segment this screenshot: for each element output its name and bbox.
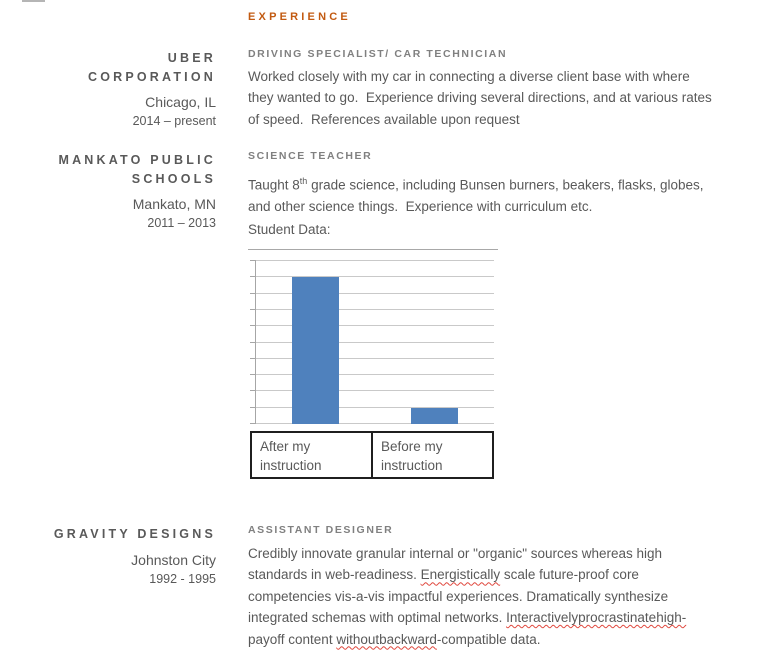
company-name-line: MANKATO PUBLIC (58, 153, 216, 167)
chart-axis-tick (250, 325, 256, 327)
description-text-line: they wanted to go. Experience driving se… (248, 87, 750, 108)
job-title-assistant-designer: ASSISTANT DESIGNER (248, 524, 394, 536)
company-name-line: UBER (167, 51, 216, 65)
text-run: Credibly innovate granular internal or "… (248, 546, 663, 561)
description-text-line: Taught 8th grade science, including Buns… (248, 171, 750, 196)
chart-axis-tick (250, 374, 256, 376)
chart-axis-tick (250, 260, 256, 261)
sidebar-job-uber: UBER CORPORATION Chicago, IL 2014 – pres… (0, 49, 216, 130)
misspelled-word: withoutbackward (336, 631, 437, 647)
chart-gridline (256, 260, 494, 261)
text-run: they wanted to go. Experience driving se… (248, 90, 712, 106)
company-name-line: SCHOOLS (131, 171, 216, 186)
description-text-line: payoff content withoutbackward-compatibl… (248, 629, 750, 650)
description-text-line: and other science things. Experience wit… (248, 196, 750, 217)
company-dates: 2014 – present (132, 114, 216, 128)
job-description-science: Taught 8th grade science, including Buns… (248, 171, 750, 217)
chart-top-border (248, 249, 498, 250)
chart-axis-tick (250, 276, 256, 278)
chart-plot[interactable] (250, 260, 494, 424)
text-run: payoff content (248, 631, 337, 647)
company-dates: 1992 - 1995 (149, 571, 216, 586)
chart-axis-tick (250, 390, 256, 392)
misspelled-word: Energistically (420, 567, 501, 583)
description-text-line: competencies vis-a-vis impactful experie… (248, 586, 750, 607)
chart-gridline (256, 308, 494, 310)
chart-gridline (256, 276, 494, 278)
misspelled-word: Interactivelyprocrastinatehigh- (506, 610, 687, 626)
text-run: -compatible data. (436, 631, 541, 647)
chart-axis-tick (250, 406, 256, 408)
job-title-science-teacher: SCIENCE TEACHER (248, 150, 373, 162)
company-location: Johnston City (131, 551, 216, 568)
chart-gridline (256, 325, 494, 327)
chart-gridline (256, 423, 494, 424)
chart-category-cell: Before my instruction (371, 433, 492, 477)
chart-axis-tick (250, 357, 256, 359)
chart-axis-tick (250, 423, 256, 424)
description-text-line: integrated schemas with optimal networks… (248, 607, 750, 628)
chart-gridline (256, 374, 494, 376)
description-text-line: of speed. References available upon requ… (248, 109, 750, 130)
chart-category-box: After my instruction Before my instructio… (250, 431, 494, 479)
company-dates: 2011 – 2013 (147, 216, 216, 230)
text-run: integrated schemas with optimal networks… (248, 610, 507, 626)
chart-bar[interactable] (292, 277, 339, 424)
job-description-driving: Worked closely with my car in connecting… (248, 66, 750, 130)
section-heading-experience: EXPERIENCE (248, 11, 351, 23)
chart-gridline (256, 406, 494, 408)
job-description-designer: Credibly innovate granular internal or "… (248, 543, 750, 650)
company-location: Mankato, MN (132, 196, 216, 212)
chart-axis-tick (250, 292, 256, 294)
text-run: and other science things. Experience wit… (248, 198, 593, 214)
chart-axis-tick (250, 341, 256, 343)
chart-axis-tick (250, 308, 256, 310)
text-run: scale future-proof core (500, 567, 639, 583)
superscript-text: th (299, 176, 308, 186)
chart-gridline (256, 292, 494, 294)
text-run: Worked closely with my car in connecting… (248, 69, 690, 84)
text-run: grade science, including Bunsen burners,… (307, 177, 704, 193)
company-location: Chicago, IL (145, 94, 216, 110)
company-name-line: CORPORATION (87, 69, 216, 84)
company-name-line: GRAVITY DESIGNS (53, 527, 216, 541)
chart-gridline (256, 390, 494, 392)
student-data-chart[interactable]: After my instruction Before my instructio… (248, 249, 498, 479)
chart-title: Student Data: (248, 222, 331, 237)
text-run: Taught 8 (248, 177, 300, 193)
sidebar-job-mankato: MANKATO PUBLIC SCHOOLS Mankato, MN 2011 … (0, 151, 216, 232)
sidebar-job-gravity: GRAVITY DESIGNS Johnston City 1992 - 199… (0, 525, 216, 588)
chart-gridline (256, 341, 494, 343)
chart-gridline (256, 357, 494, 359)
chart-category-cell: After my instruction (260, 439, 322, 473)
text-run: standards in web-readiness. (248, 567, 421, 583)
chart-bar[interactable] (411, 407, 458, 424)
text-run: competencies vis-a-vis impactful experie… (248, 588, 669, 604)
description-text-line: Credibly innovate granular internal or "… (248, 543, 750, 564)
text-run: of speed. References available upon requ… (248, 111, 520, 127)
description-text-line: standards in web-readiness. Energistical… (248, 564, 750, 585)
job-title-driving-specialist: DRIVING SPECIALIST/ CAR TECHNICIAN (248, 48, 508, 60)
description-text-line: Worked closely with my car in connecting… (248, 66, 750, 87)
top-edge-artifact (22, 0, 45, 2)
